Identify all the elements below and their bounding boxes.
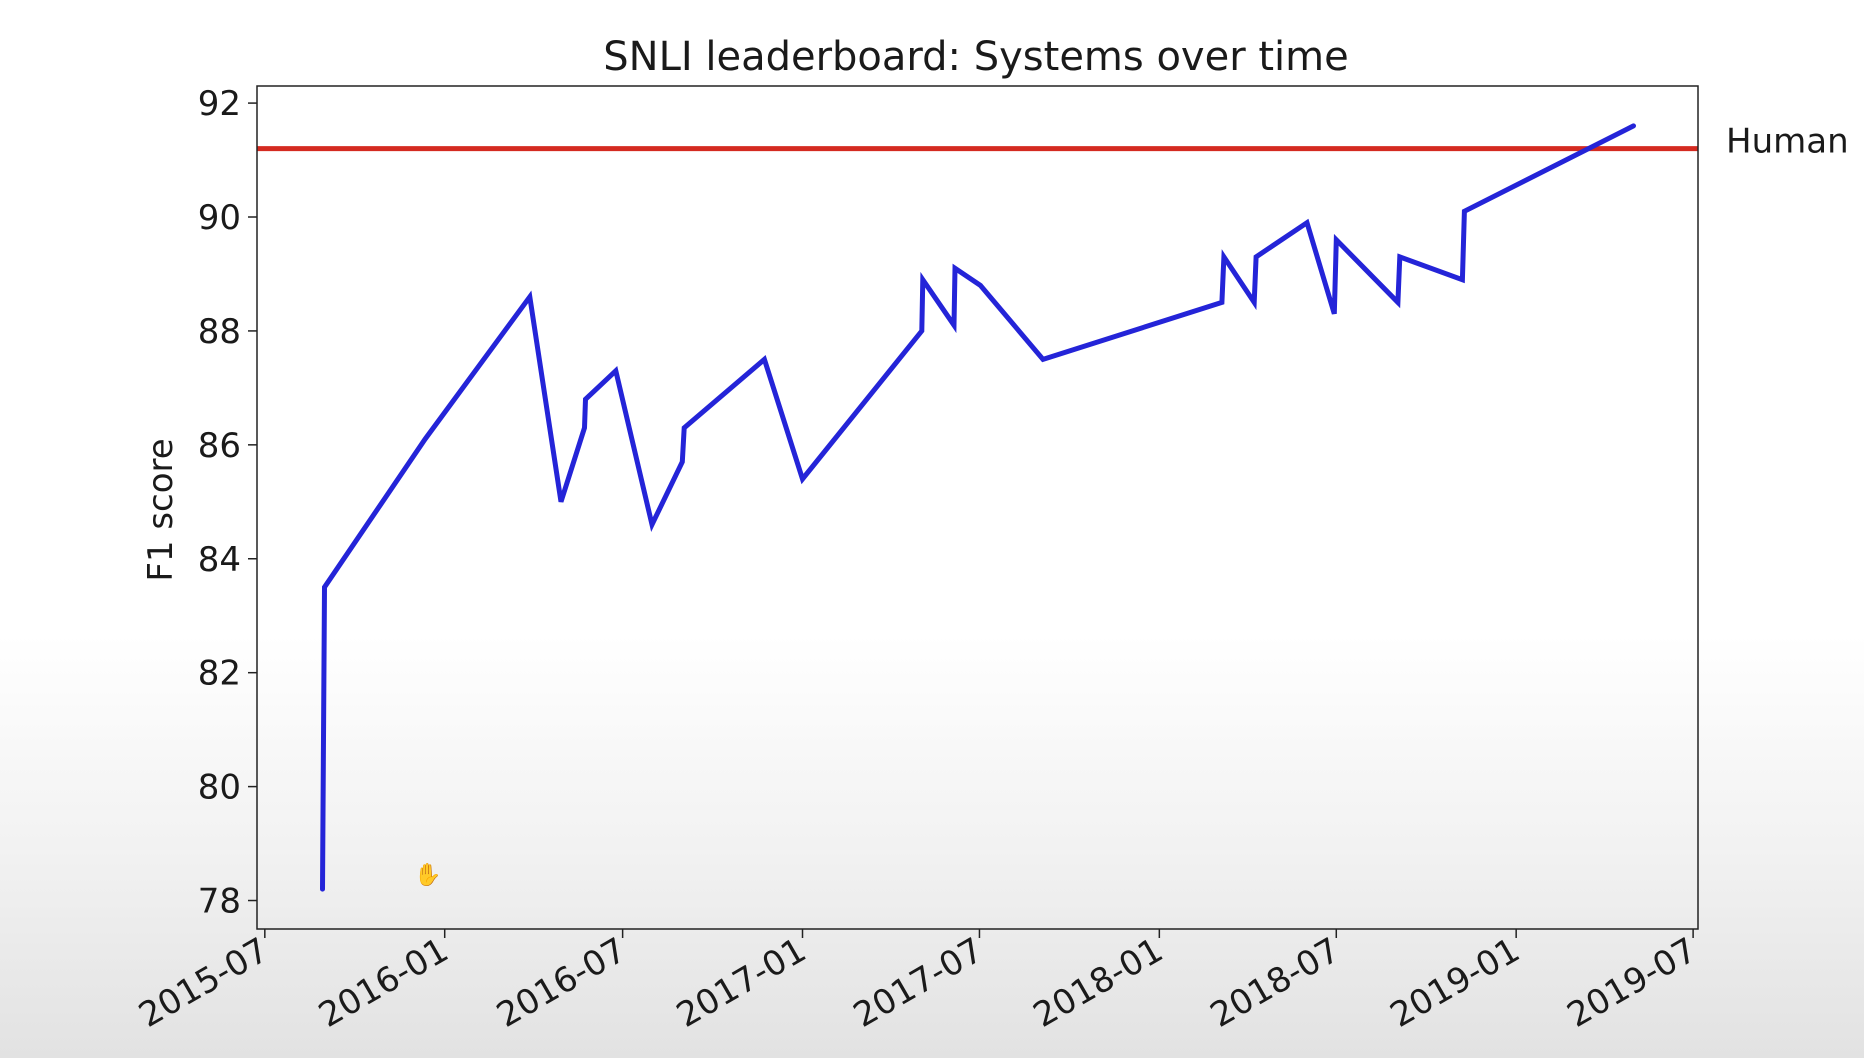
y-tick-label: 92 <box>198 84 241 124</box>
x-tick-label: 2016-07 <box>490 930 633 1036</box>
y-tick-label: 84 <box>198 540 241 580</box>
x-tick-label: 2016-01 <box>312 930 455 1036</box>
x-tick-label: 2017-01 <box>670 930 813 1036</box>
y-tick-label: 88 <box>198 312 241 352</box>
y-axis-ticks: 78 80 82 84 86 88 90 92 <box>198 84 257 922</box>
y-axis-label: F1 score <box>141 438 181 581</box>
x-tick-label: 2019-01 <box>1384 930 1527 1036</box>
y-tick-label: 90 <box>198 198 241 238</box>
x-tick-label: 2015-07 <box>132 930 275 1036</box>
y-tick-label: 80 <box>198 768 241 808</box>
x-tick-label: 2019-07 <box>1561 930 1704 1036</box>
x-tick-label: 2018-01 <box>1027 930 1170 1036</box>
hand-cursor-icon: ✋ <box>414 863 442 888</box>
human-label: Human <box>1726 122 1849 162</box>
chart-title: SNLI leaderboard: Systems over time <box>603 34 1349 80</box>
x-tick-label: 2018-07 <box>1204 930 1347 1036</box>
y-tick-label: 82 <box>198 654 241 694</box>
y-tick-label: 86 <box>198 426 241 466</box>
y-tick-label: 78 <box>198 882 241 922</box>
x-tick-label: 2017-07 <box>847 930 990 1036</box>
series-line <box>320 123 1636 892</box>
plot-frame <box>256 85 1699 930</box>
x-axis-ticks: 2015-07 2016-01 2016-07 2017-01 2017-07 2018-… <box>132 929 1704 1036</box>
